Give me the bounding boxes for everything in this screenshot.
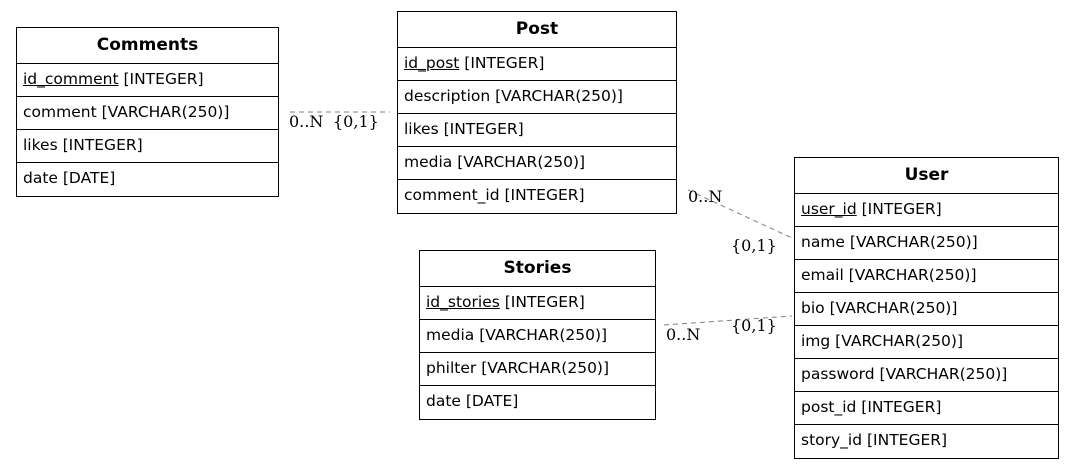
attribute-name: post_id: [801, 398, 857, 416]
stories-user-to-cardinality: {0,1}: [731, 316, 777, 335]
entity-title: Stories: [420, 251, 655, 287]
attribute-row: id_stories [INTEGER]: [420, 287, 655, 320]
attribute-name: media: [426, 326, 475, 344]
attribute-name: likes: [23, 136, 58, 154]
primary-key-name: id_post: [404, 54, 460, 72]
post-user-to-cardinality: {0,1}: [731, 236, 777, 255]
attribute-row: email [VARCHAR(250)]: [795, 260, 1058, 293]
attribute-type: [VARCHAR(250)]: [490, 87, 623, 105]
attribute-type: [VARCHAR(250)]: [843, 266, 977, 284]
entity-title: Comments: [17, 28, 278, 64]
entity-title: User: [795, 158, 1058, 194]
entity-user[interactable]: User user_id [INTEGER] name [VARCHAR(250…: [794, 157, 1059, 459]
attribute-row: media [VARCHAR(250)]: [420, 320, 655, 353]
attribute-row: id_comment [INTEGER]: [17, 64, 278, 97]
attribute-row: name [VARCHAR(250)]: [795, 227, 1058, 260]
attribute-type: [INTEGER]: [438, 120, 524, 138]
attribute-name: comment: [23, 103, 97, 121]
entity-comments[interactable]: Comments id_comment [INTEGER] comment [V…: [16, 27, 279, 197]
comments-post-to-cardinality: {0,1}: [333, 112, 379, 131]
attribute-row: post_id [INTEGER]: [795, 392, 1058, 425]
attribute-row: media [VARCHAR(250)]: [398, 147, 676, 180]
attribute-type: [VARCHAR(250)]: [830, 332, 964, 350]
attribute-row: comment [VARCHAR(250)]: [17, 97, 278, 130]
attribute-type: [DATE]: [57, 169, 116, 187]
attribute-name: story_id: [801, 431, 863, 449]
entity-title: Post: [398, 12, 676, 48]
attribute-row: bio [VARCHAR(250)]: [795, 293, 1058, 326]
attribute-name: comment_id: [404, 186, 500, 204]
attribute-row: description [VARCHAR(250)]: [398, 81, 676, 114]
attribute-name: description: [404, 87, 491, 105]
attribute-type: [INTEGER]: [856, 398, 942, 416]
post-user-from-cardinality: 0..N: [688, 187, 723, 206]
attribute-type: [INTEGER]: [862, 431, 948, 449]
attribute-row: likes [INTEGER]: [17, 130, 278, 163]
primary-key-name: id_comment: [23, 70, 119, 88]
attribute-type: [VARCHAR(250)]: [452, 153, 586, 171]
attribute-type: [VARCHAR(250)]: [476, 359, 610, 377]
attribute-row: password [VARCHAR(250)]: [795, 359, 1058, 392]
attribute-name: img: [801, 332, 831, 350]
attribute-type: [VARCHAR(250)]: [844, 233, 978, 251]
attribute-type: [INTEGER]: [499, 293, 585, 311]
attribute-type: [INTEGER]: [118, 70, 204, 88]
attribute-name: bio: [801, 299, 825, 317]
attribute-type: [DATE]: [460, 392, 519, 410]
attribute-row: likes [INTEGER]: [398, 114, 676, 147]
attribute-type: [INTEGER]: [459, 54, 545, 72]
attribute-type: [VARCHAR(250)]: [96, 103, 230, 121]
attribute-type: [INTEGER]: [856, 200, 942, 218]
attribute-row: philter [VARCHAR(250)]: [420, 353, 655, 386]
attribute-name: name: [801, 233, 845, 251]
attribute-row: img [VARCHAR(250)]: [795, 326, 1058, 359]
attribute-name: philter: [426, 359, 477, 377]
primary-key-name: user_id: [801, 200, 857, 218]
attribute-name: date: [23, 169, 58, 187]
attribute-name: email: [801, 266, 844, 284]
attribute-row: date [DATE]: [17, 163, 278, 196]
entity-stories[interactable]: Stories id_stories [INTEGER] media [VARC…: [419, 250, 656, 420]
attribute-type: [INTEGER]: [57, 136, 143, 154]
attribute-row: story_id [INTEGER]: [795, 425, 1058, 458]
primary-key-name: id_stories: [426, 293, 500, 311]
stories-user-from-cardinality: 0..N: [666, 325, 701, 344]
attribute-type: [VARCHAR(250)]: [824, 299, 958, 317]
entity-post[interactable]: Post id_post [INTEGER] description [VARC…: [397, 11, 677, 214]
attribute-name: date: [426, 392, 461, 410]
attribute-row: date [DATE]: [420, 386, 655, 419]
attribute-row: user_id [INTEGER]: [795, 194, 1058, 227]
comments-post-from-cardinality: 0..N: [289, 112, 324, 131]
attribute-name: password: [801, 365, 875, 383]
attribute-type: [VARCHAR(250)]: [874, 365, 1008, 383]
attribute-row: id_post [INTEGER]: [398, 48, 676, 81]
attribute-name: media: [404, 153, 453, 171]
attribute-type: [VARCHAR(250)]: [474, 326, 608, 344]
attribute-type: [INTEGER]: [499, 186, 585, 204]
attribute-row: comment_id [INTEGER]: [398, 180, 676, 213]
attribute-name: likes: [404, 120, 439, 138]
